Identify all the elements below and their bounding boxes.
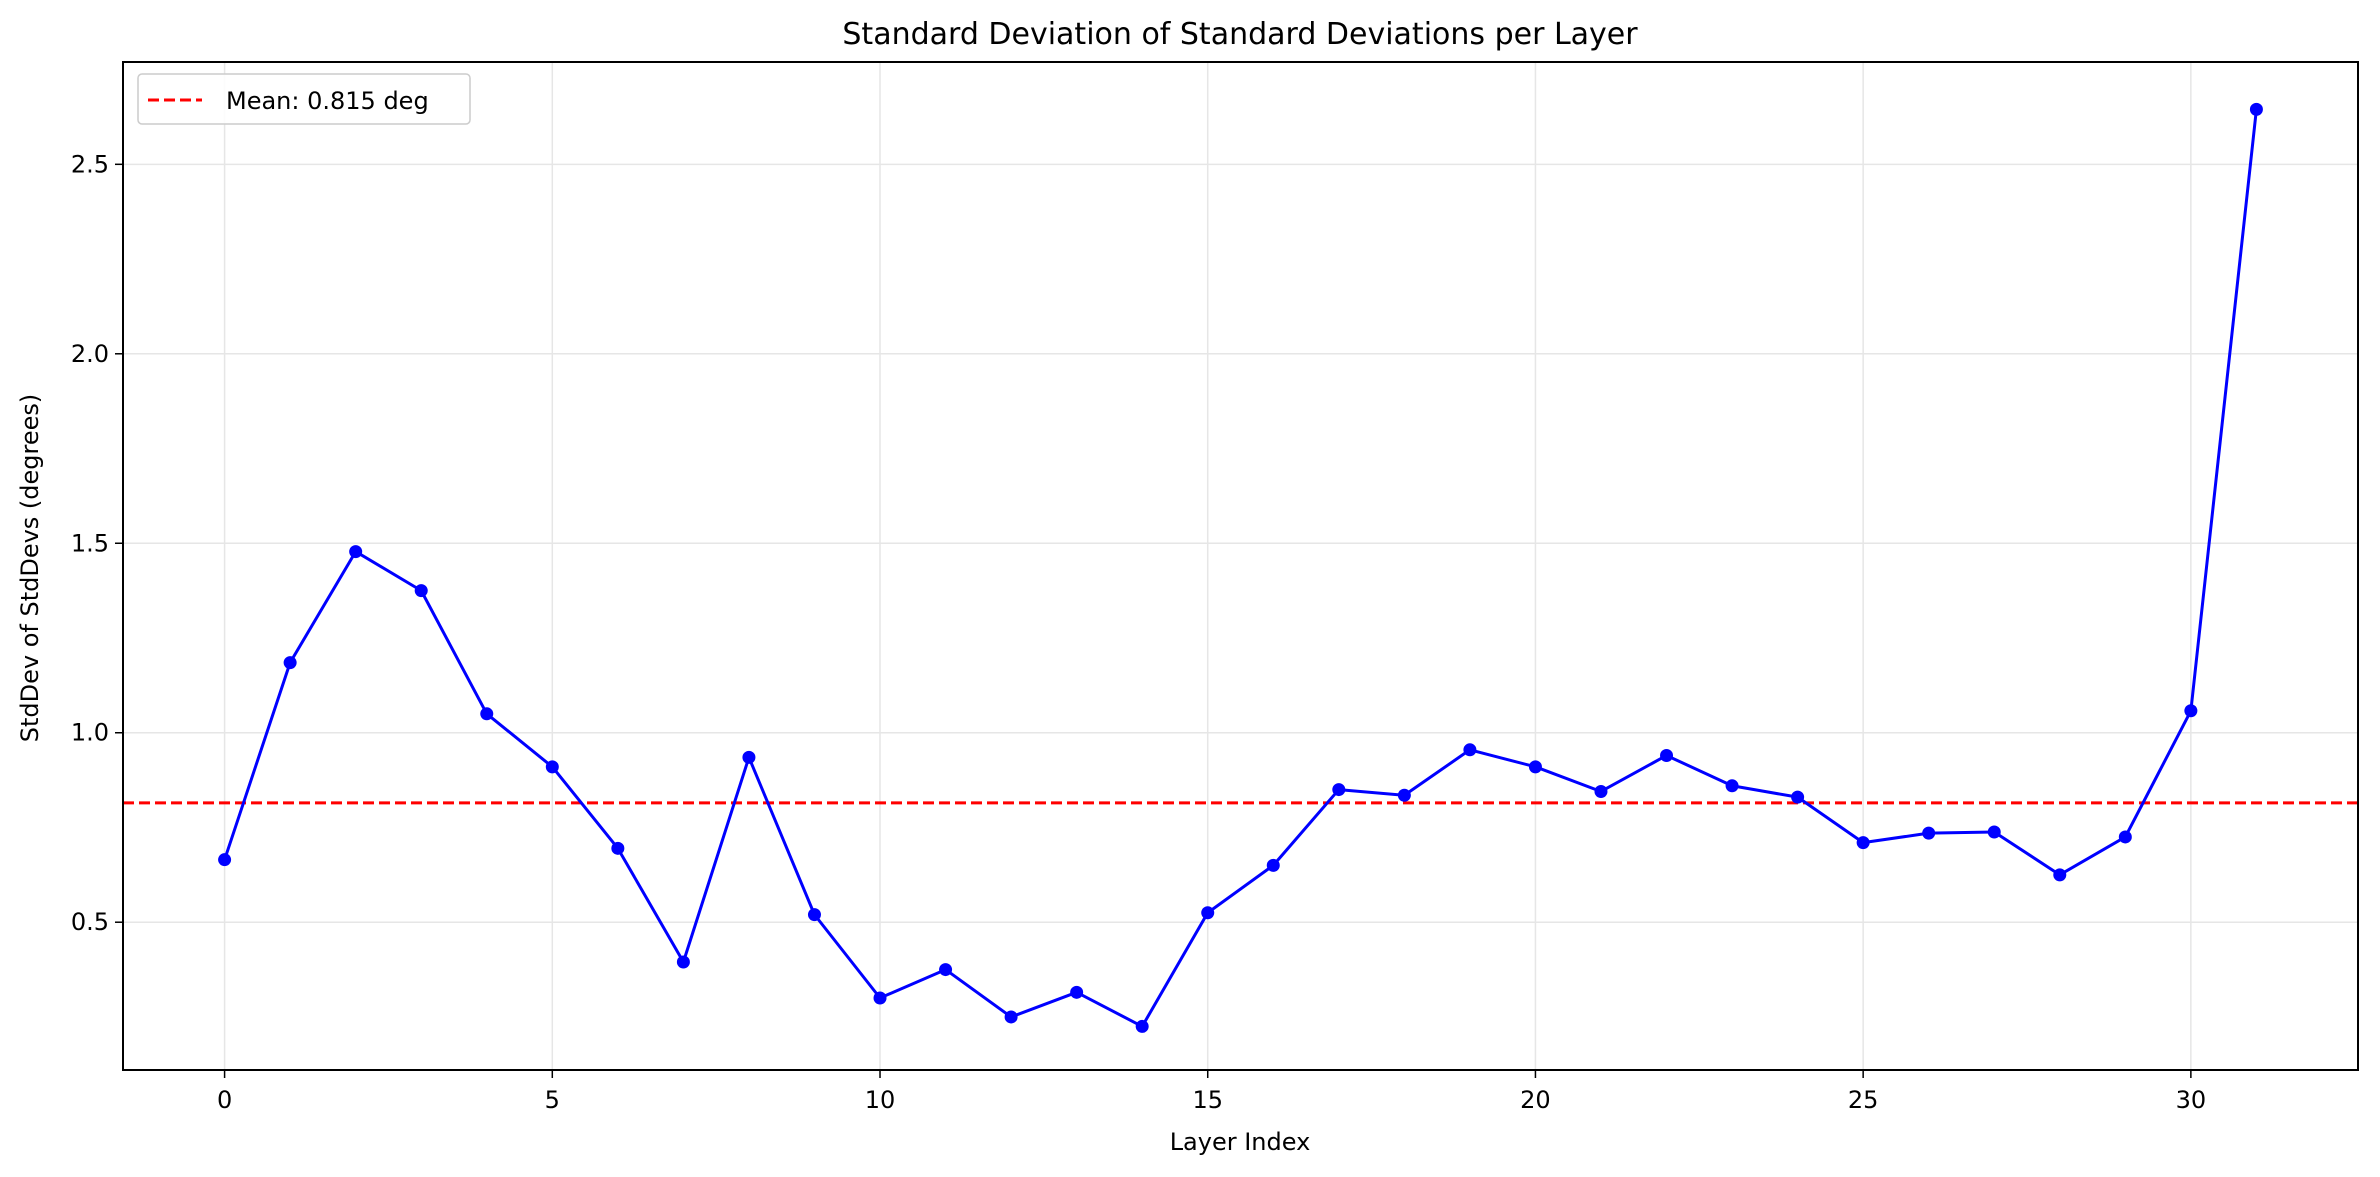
- data-point: [1266, 858, 1280, 872]
- y-tick-label: 0.5: [71, 908, 109, 936]
- data-point: [349, 545, 363, 559]
- data-point: [1397, 788, 1411, 802]
- data-point: [2184, 704, 2198, 718]
- data-point: [1791, 790, 1805, 804]
- legend: Mean: 0.815 deg: [137, 73, 471, 125]
- data-point: [1201, 906, 1215, 920]
- grid: [123, 62, 2358, 1070]
- series-line: [223, 109, 2258, 1028]
- data-point: [2053, 868, 2067, 882]
- x-tick-label: 0: [217, 1086, 232, 1114]
- data-point: [480, 707, 494, 721]
- data-point: [1594, 784, 1608, 798]
- legend-label-mean: Mean: 0.815 deg: [226, 87, 429, 115]
- legend-box: [137, 73, 471, 125]
- y-tick-label: 1.5: [71, 529, 109, 557]
- data-point: [1987, 825, 2001, 839]
- y-tick-label: 2.0: [71, 340, 109, 368]
- y-tick-label: 1.0: [71, 719, 109, 747]
- data-point: [676, 955, 690, 969]
- data-point: [1463, 743, 1477, 757]
- x-tick-label: 25: [1848, 1086, 1879, 1114]
- y-axis-title: StdDev of StdDevs (degrees): [16, 394, 44, 743]
- axis-ticks: 0 5 10 15 20 25 30 0.5 1.0 1.5 2.0 2.5: [71, 150, 2206, 1114]
- y-tick-label: 2.5: [71, 150, 109, 178]
- data-point: [939, 963, 953, 977]
- data-point: [611, 841, 625, 855]
- data-point: [218, 853, 232, 867]
- data-point: [1660, 748, 1674, 762]
- data-point: [2118, 830, 2132, 844]
- x-tick-label: 10: [865, 1086, 896, 1114]
- data-point: [1856, 836, 1870, 850]
- x-tick-label: 30: [2176, 1086, 2207, 1114]
- data-point: [414, 584, 428, 598]
- series-layer: [218, 102, 2263, 1033]
- chart-title: Standard Deviation of Standard Deviation…: [842, 17, 1638, 52]
- data-point: [545, 760, 559, 774]
- data-point: [1528, 760, 1542, 774]
- data-point: [1135, 1019, 1149, 1033]
- x-axis-title: Layer Index: [1170, 1128, 1311, 1156]
- x-tick-label: 15: [1192, 1086, 1223, 1114]
- data-point: [873, 991, 887, 1005]
- x-tick-label: 20: [1520, 1086, 1551, 1114]
- data-point: [807, 908, 821, 922]
- data-point: [1922, 826, 1936, 840]
- data-point: [1070, 985, 1084, 999]
- data-point: [283, 656, 297, 670]
- data-point: [1004, 1010, 1018, 1024]
- data-point: [742, 750, 756, 764]
- x-tick-label: 5: [545, 1086, 560, 1114]
- data-point: [1332, 783, 1346, 797]
- plot-area-frame: [122, 61, 2359, 1071]
- data-point: [1725, 779, 1739, 793]
- data-point: [2249, 102, 2263, 116]
